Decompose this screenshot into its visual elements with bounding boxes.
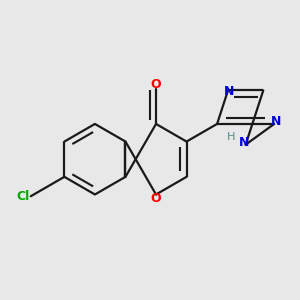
Text: H: H	[227, 132, 235, 142]
Text: O: O	[151, 79, 161, 92]
Text: N: N	[239, 136, 249, 149]
Text: N: N	[271, 115, 281, 128]
Text: N: N	[224, 85, 235, 98]
Text: Cl: Cl	[16, 190, 29, 203]
Text: O: O	[151, 192, 161, 205]
